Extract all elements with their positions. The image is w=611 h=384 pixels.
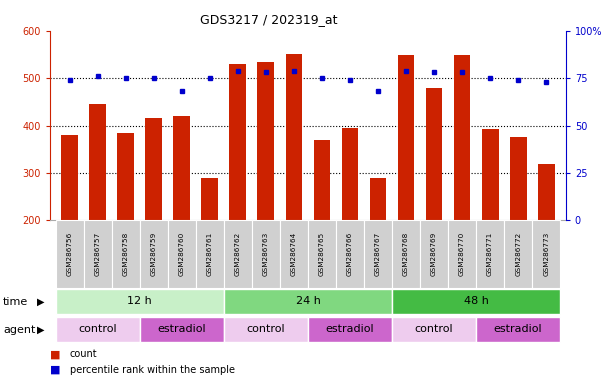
Bar (230, 64, 246, 220)
Text: ▶: ▶ (37, 324, 44, 335)
Text: GSM286758: GSM286758 (123, 232, 129, 276)
Text: ▶: ▶ (37, 296, 44, 307)
Text: GSM286757: GSM286757 (95, 232, 101, 276)
Text: GSM286763: GSM286763 (263, 232, 269, 276)
Bar (342, 128, 359, 220)
Bar (56, 317, 140, 342)
Bar (257, 61, 274, 220)
Bar (454, 55, 470, 220)
Text: GSM286768: GSM286768 (403, 232, 409, 276)
Text: estradiol: estradiol (158, 324, 206, 334)
Bar (476, 317, 560, 342)
Bar (392, 289, 560, 314)
Text: GSM286767: GSM286767 (375, 232, 381, 276)
Bar (481, 129, 499, 220)
Text: count: count (70, 349, 97, 359)
Bar (61, 135, 78, 220)
Bar (510, 137, 527, 220)
Bar (202, 178, 218, 220)
Text: GDS3217 / 202319_at: GDS3217 / 202319_at (200, 13, 338, 26)
Bar (56, 289, 224, 314)
Bar (308, 317, 392, 342)
Bar (56, 220, 84, 288)
Bar (398, 55, 414, 220)
Text: GSM286760: GSM286760 (179, 232, 185, 276)
Bar (313, 140, 331, 220)
Text: ■: ■ (50, 349, 60, 359)
Text: GSM286772: GSM286772 (515, 232, 521, 276)
Bar (117, 133, 134, 220)
Bar (224, 317, 308, 342)
Text: 24 h: 24 h (296, 296, 320, 306)
Text: GSM286770: GSM286770 (459, 232, 465, 276)
Bar (392, 317, 476, 342)
Bar (252, 220, 280, 288)
Text: GSM286762: GSM286762 (235, 232, 241, 276)
Bar (392, 220, 420, 288)
Text: GSM286765: GSM286765 (319, 232, 325, 276)
Text: time: time (3, 296, 28, 307)
Text: agent: agent (3, 324, 35, 335)
Bar (145, 118, 162, 220)
Bar (308, 220, 336, 288)
Text: 48 h: 48 h (464, 296, 489, 306)
Bar (140, 317, 224, 342)
Text: 12 h: 12 h (128, 296, 152, 306)
Text: estradiol: estradiol (494, 324, 543, 334)
Bar (84, 220, 112, 288)
Bar (224, 289, 392, 314)
Bar (370, 178, 386, 220)
Text: GSM286761: GSM286761 (207, 232, 213, 276)
Bar (476, 220, 504, 288)
Text: GSM286764: GSM286764 (291, 232, 297, 276)
Bar (538, 164, 555, 220)
Bar (196, 220, 224, 288)
Text: GSM286773: GSM286773 (543, 232, 549, 276)
Bar (174, 116, 190, 220)
Bar (448, 220, 476, 288)
Text: GSM286771: GSM286771 (487, 232, 493, 276)
Text: GSM286756: GSM286756 (67, 232, 73, 276)
Text: ■: ■ (50, 365, 60, 375)
Text: percentile rank within the sample: percentile rank within the sample (70, 365, 235, 375)
Bar (89, 104, 106, 220)
Text: GSM286769: GSM286769 (431, 232, 437, 276)
Bar (532, 220, 560, 288)
Text: control: control (247, 324, 285, 334)
Bar (112, 220, 140, 288)
Text: control: control (415, 324, 453, 334)
Bar (168, 220, 196, 288)
Bar (280, 220, 308, 288)
Text: GSM286759: GSM286759 (151, 232, 157, 276)
Text: GSM286766: GSM286766 (347, 232, 353, 276)
Text: control: control (78, 324, 117, 334)
Bar (504, 220, 532, 288)
Bar (224, 220, 252, 288)
Bar (140, 220, 168, 288)
Bar (420, 220, 448, 288)
Text: estradiol: estradiol (326, 324, 375, 334)
Bar (336, 220, 364, 288)
Bar (285, 55, 302, 220)
Bar (364, 220, 392, 288)
Bar (426, 88, 442, 220)
